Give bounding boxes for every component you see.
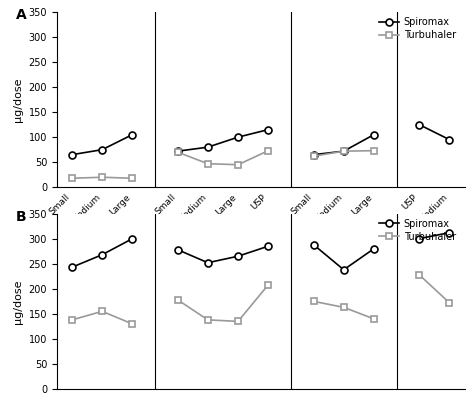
Text: B: B bbox=[16, 210, 27, 224]
Turbuhaler bbox=[129, 321, 135, 326]
Y-axis label: μg/dose: μg/dose bbox=[13, 279, 23, 323]
Spiromax bbox=[100, 252, 105, 257]
Y-axis label: μg/dose: μg/dose bbox=[13, 77, 23, 122]
Turbuhaler bbox=[100, 309, 105, 314]
Text: 90%: 90% bbox=[332, 284, 355, 294]
Turbuhaler bbox=[100, 175, 105, 180]
Spiromax bbox=[69, 152, 75, 157]
Text: 4 Kpa: 4 Kpa bbox=[419, 284, 449, 294]
Line: Spiromax: Spiromax bbox=[69, 235, 136, 271]
Line: Turbuhaler: Turbuhaler bbox=[69, 308, 136, 327]
Text: 50%: 50% bbox=[211, 284, 235, 294]
Spiromax bbox=[129, 236, 135, 241]
Line: Turbuhaler: Turbuhaler bbox=[69, 174, 136, 182]
Text: A: A bbox=[16, 8, 27, 22]
Turbuhaler bbox=[129, 176, 135, 181]
Text: 10%: 10% bbox=[91, 284, 114, 294]
Line: Spiromax: Spiromax bbox=[69, 131, 136, 158]
Turbuhaler bbox=[69, 176, 75, 181]
Spiromax bbox=[69, 265, 75, 270]
Spiromax bbox=[100, 147, 105, 152]
Legend: Spiromax, Turbuhaler: Spiromax, Turbuhaler bbox=[375, 215, 460, 246]
Legend: Spiromax, Turbuhaler: Spiromax, Turbuhaler bbox=[375, 13, 460, 44]
Spiromax bbox=[129, 132, 135, 137]
Turbuhaler bbox=[69, 318, 75, 322]
